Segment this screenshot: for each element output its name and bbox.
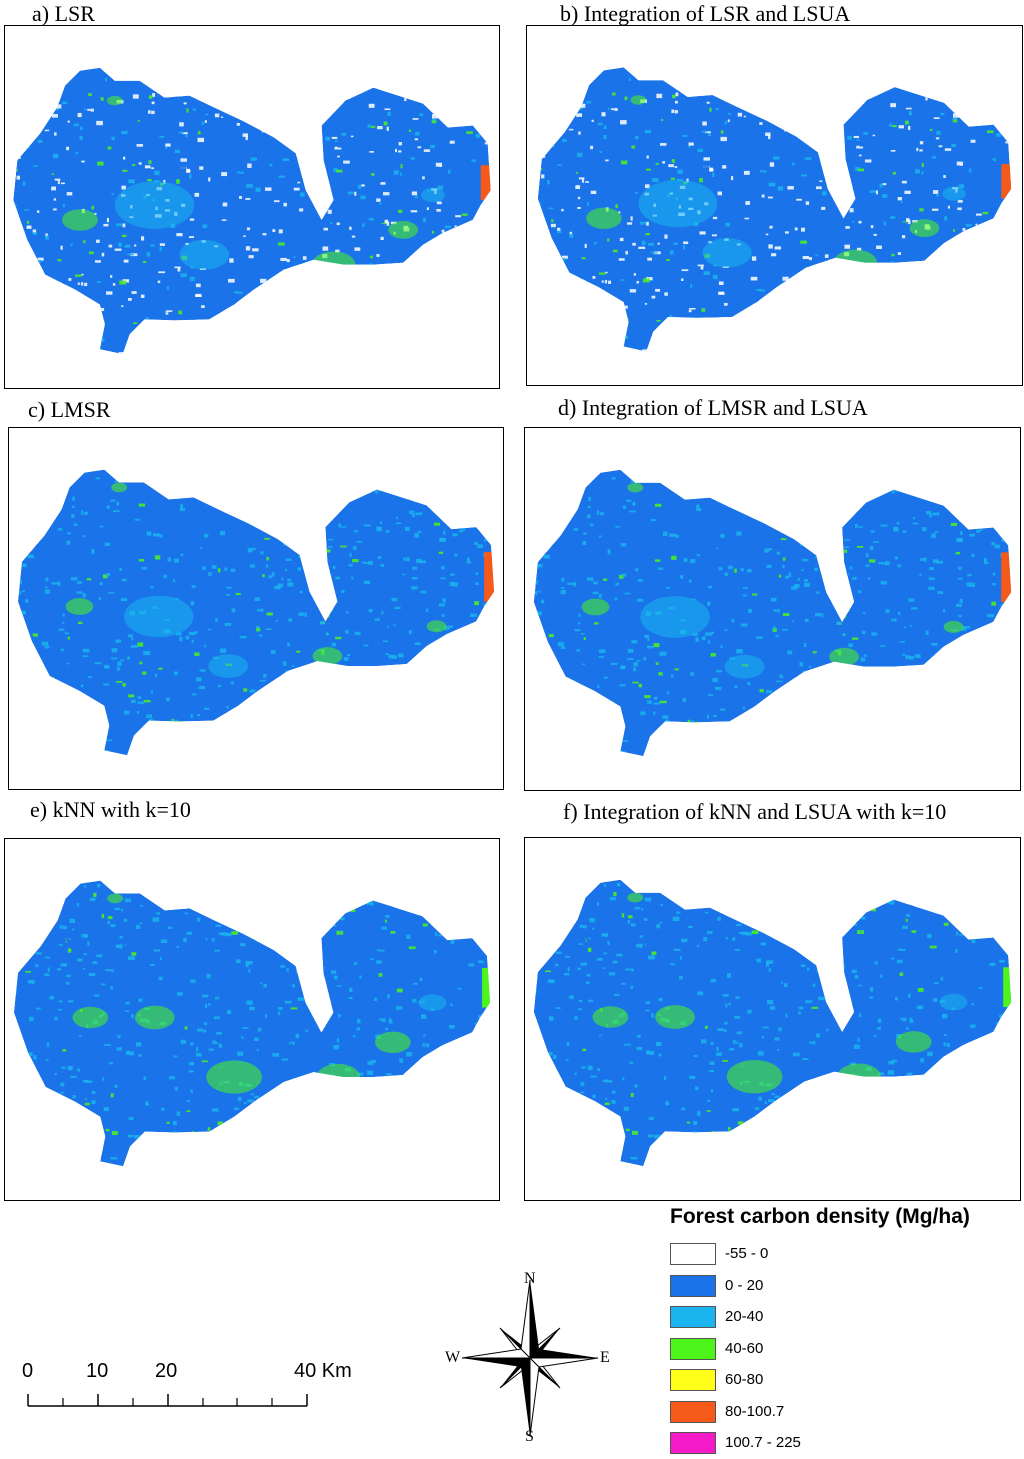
legend-label: 80-100.7 [725,1403,785,1420]
map-e [13,880,491,1167]
legend-swatch [670,1275,716,1297]
legend-title: Forest carbon density (Mg/ha) [670,1205,970,1228]
panel-title-b: b) Integration of LSR and LSUA [560,1,851,26]
scale-label-10: 10 [86,1360,109,1382]
map-frame-f [524,837,1021,1201]
legend-label: -55 - 0 [725,1245,769,1262]
compass-south-label: S [525,1428,534,1445]
scale-label-40: 40 Km [294,1360,352,1382]
map-raster [533,879,1012,1167]
map-raster [13,880,491,1167]
scale-label-20: 20 [155,1360,178,1382]
legend-swatch [670,1306,716,1328]
legend-swatch [670,1243,716,1265]
legend-swatch [670,1401,716,1423]
map-raster [13,67,491,355]
legend-swatch [670,1338,716,1360]
map-f [533,879,1012,1167]
panel-title-c: c) LMSR [28,397,111,422]
map-a [13,67,491,355]
map-d [533,469,1012,757]
map-c [17,469,495,756]
legend-label: 100.7 - 225 [725,1434,801,1451]
legend-label: 20-40 [725,1308,764,1325]
map-frame-e [4,838,500,1201]
legend-swatch [670,1432,716,1454]
map-frame-c [8,427,504,790]
map-raster [537,67,1012,352]
north-arrow: N S E W [445,1270,615,1445]
map-frame-a [4,25,500,389]
scale-bar [27,1394,308,1407]
compass-west-label: W [445,1349,461,1366]
legend-label: 60-80 [725,1371,764,1388]
compass-north-label: N [524,1270,536,1287]
compass-rose-icon [461,1279,599,1437]
panel-title-e: e) kNN with k=10 [30,797,191,822]
panel-title-d: d) Integration of LMSR and LSUA [558,395,868,420]
legend-swatch [670,1369,716,1391]
legend-label: 0 - 20 [725,1277,764,1294]
panel-title-f: f) Integration of kNN and LSUA with k=10 [563,799,947,824]
scale-label-0: 0 [22,1360,34,1382]
map-b [537,67,1012,352]
legend-label: 40-60 [725,1340,764,1357]
compass-east-label: E [600,1349,610,1366]
map-raster [17,469,495,756]
panel-title-a: a) LSR [32,1,95,26]
map-raster [533,469,1012,757]
map-frame-d [524,427,1021,791]
map-frame-b [526,25,1023,386]
